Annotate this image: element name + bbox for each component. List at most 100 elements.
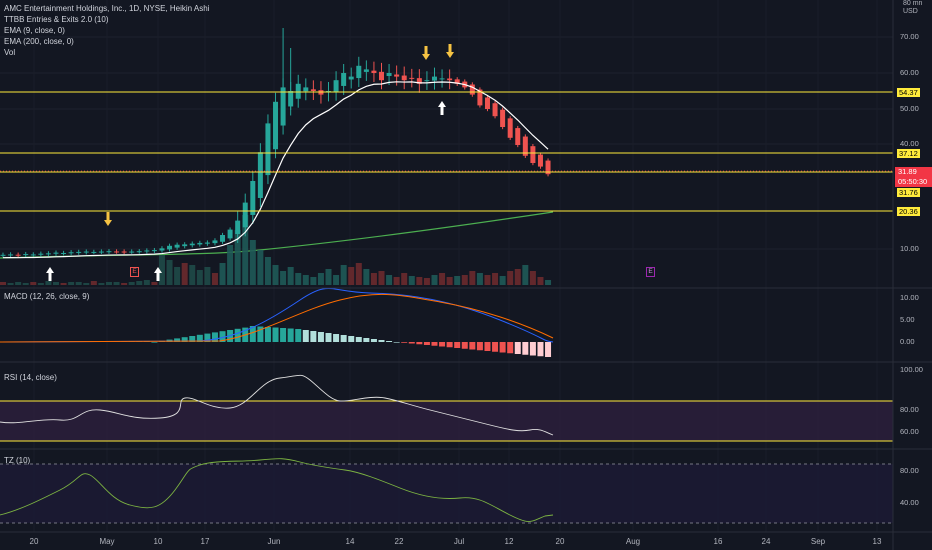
candle-body — [394, 74, 400, 77]
volume-bars — [0, 215, 552, 285]
rsi-tick: 60.00 — [900, 427, 919, 436]
candle-body — [492, 103, 498, 117]
macd-title[interactable]: MACD (12, 26, close, 9) — [4, 292, 90, 301]
earnings-marker-1[interactable]: E — [130, 267, 139, 277]
candle-body — [61, 253, 67, 254]
macd-histogram-bar — [295, 329, 302, 342]
candle-body — [273, 101, 279, 150]
macd-histogram-bar — [348, 336, 355, 342]
legend-vol[interactable]: Vol — [4, 48, 16, 57]
candle-body — [30, 254, 36, 256]
macd-histogram-bar — [378, 340, 385, 342]
volume-bar — [204, 267, 211, 285]
candle-body — [371, 70, 377, 73]
macd-histogram-bar — [189, 336, 196, 342]
tz-title[interactable]: TZ (10) — [4, 456, 31, 465]
volume-bar — [416, 277, 423, 285]
volume-bar — [37, 283, 44, 285]
volume-bar — [45, 281, 52, 285]
volume-bar — [522, 265, 529, 285]
volume-bar — [317, 273, 324, 285]
candle-body — [303, 87, 309, 92]
x-tick: 24 — [761, 537, 771, 546]
candle-body — [265, 123, 271, 176]
currency-text[interactable]: USD — [903, 8, 918, 15]
candle-body — [114, 251, 120, 253]
candle-body — [484, 97, 490, 109]
macd-histogram-bar — [317, 332, 324, 342]
macd-histogram-bar — [174, 338, 181, 342]
signal-arrow-head — [104, 220, 112, 226]
candle-body — [379, 71, 384, 81]
x-tick: 20 — [29, 537, 39, 546]
earnings-marker-2[interactable]: E — [646, 267, 655, 277]
volume-bar — [272, 265, 279, 285]
price-tick: 70.00 — [900, 32, 919, 41]
volume-bar — [143, 280, 150, 285]
macd-pane — [0, 288, 554, 357]
candle-body — [91, 251, 97, 253]
volume-bar — [340, 265, 347, 285]
candle-body — [106, 251, 112, 253]
candle-body — [348, 76, 354, 80]
ema200-line — [0, 211, 554, 259]
candle-body — [507, 118, 513, 138]
candle-body — [8, 254, 14, 256]
legend-ema9[interactable]: EMA (9, close, 0) — [4, 26, 65, 35]
macd-histogram-bar — [333, 334, 340, 342]
rsi-title[interactable]: RSI (14, close) — [4, 373, 57, 382]
ema9-path — [2, 81, 549, 259]
macd-histogram-bar — [492, 342, 499, 352]
candle-body — [522, 136, 528, 156]
volume-bar — [75, 282, 82, 285]
candle-body — [144, 250, 150, 252]
x-tick: 10 — [153, 537, 163, 546]
volume-bar — [174, 267, 181, 285]
candle-body — [469, 84, 475, 95]
macd-tick: 5.00 — [900, 315, 915, 324]
volume-bar — [446, 277, 453, 285]
volume-bar — [249, 240, 256, 285]
volume-bar — [514, 269, 521, 285]
last-price: 31.89 — [898, 167, 917, 176]
volume-bar — [219, 263, 226, 285]
macd-histogram-bar — [310, 331, 317, 342]
volume-bar — [98, 283, 105, 285]
rsi-pane — [0, 374, 893, 442]
volume-bar — [83, 283, 90, 285]
volume-bar — [537, 277, 544, 285]
volume-bar — [401, 273, 408, 285]
candle-body — [204, 242, 210, 244]
volume-bar — [227, 245, 234, 285]
ema9-line — [2, 81, 549, 259]
macd-histogram-bar — [514, 342, 521, 354]
volume-bar — [113, 282, 120, 285]
legend-ema200[interactable]: EMA (200, close, 0) — [4, 37, 74, 46]
candle-body — [76, 251, 82, 253]
candle-body — [227, 229, 233, 239]
candle-body — [189, 243, 195, 246]
macd-histogram-bar — [257, 326, 264, 342]
volume-bar — [370, 273, 377, 285]
candle-body — [167, 245, 173, 250]
macd-tick: 10.00 — [900, 293, 919, 302]
volume-bar — [52, 282, 59, 285]
legend-ttbb[interactable]: TTBB Entries & Exits 2.0 (10) — [4, 15, 109, 24]
signal-arrow-shaft — [48, 273, 52, 281]
volume-bar — [492, 273, 499, 285]
volume-bar — [348, 267, 355, 285]
signal-arrows — [46, 44, 454, 281]
x-tick: 16 — [713, 537, 723, 546]
volume-bar — [287, 267, 294, 285]
legend-title[interactable]: AMC Entertainment Holdings, Inc., 1D, NY… — [4, 4, 210, 13]
x-tick: May — [99, 537, 115, 546]
signal-arrow-shaft — [106, 212, 110, 220]
rsi-band — [0, 401, 893, 441]
tz-pane — [0, 458, 893, 524]
volume-bar — [439, 273, 446, 285]
volume-bar — [386, 275, 393, 285]
macd-histogram-bar — [340, 335, 347, 342]
candle-body — [431, 76, 437, 81]
candle-body — [424, 80, 430, 82]
